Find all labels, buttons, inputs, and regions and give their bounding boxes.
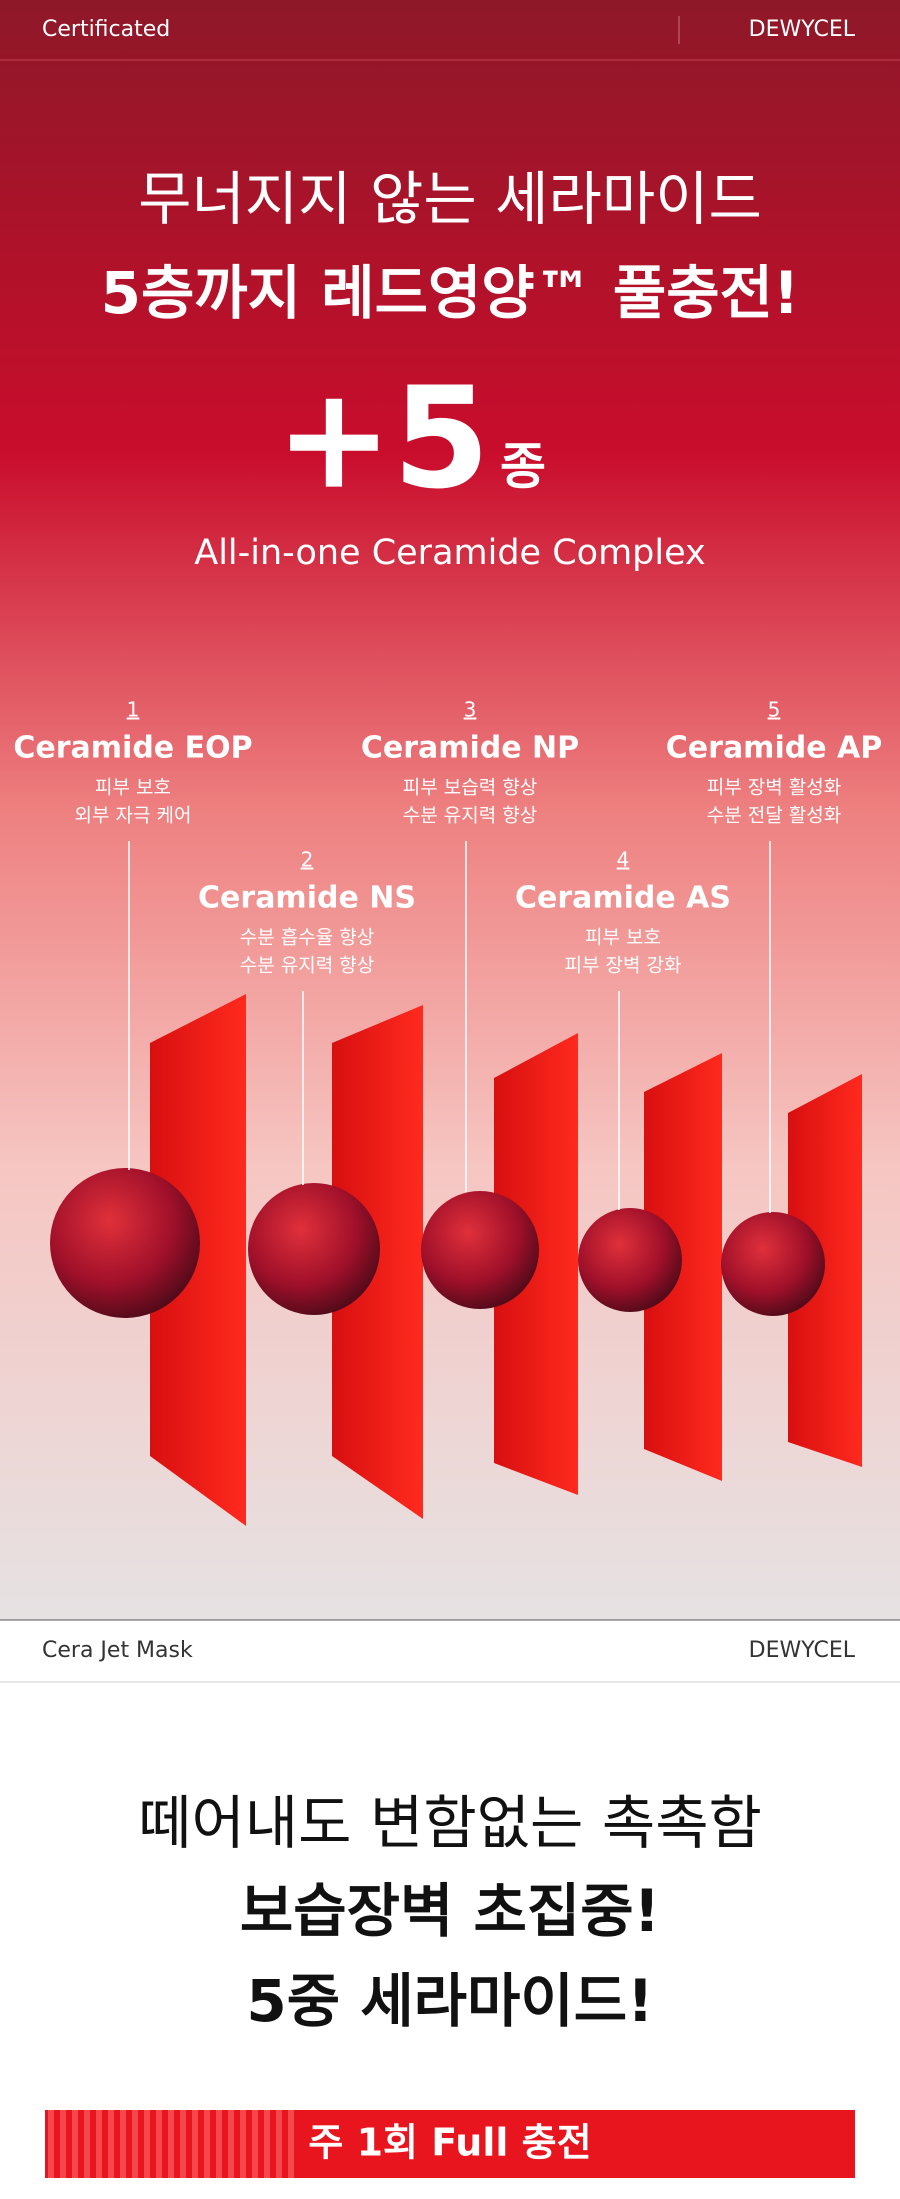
- ceramide-desc: 외부 자극 케어: [75, 805, 192, 827]
- ceramide-number: 3: [464, 698, 477, 722]
- ceramide-number: 5: [768, 698, 781, 722]
- ceramide-desc: 수분 유지력 향상: [240, 955, 374, 977]
- banner-text: 주 1회 Full 충전: [308, 2121, 591, 2165]
- ceramide-name: Ceramide NS: [198, 881, 416, 916]
- ceramide-desc: 수분 전달 활성화: [707, 805, 841, 827]
- ceramide-name: Ceramide EOP: [13, 731, 252, 766]
- header-right: DEWYCEL: [749, 17, 856, 42]
- subtitle: All-in-one Ceramide Complex: [194, 533, 705, 573]
- ceramide-desc: 피부 보호: [95, 777, 171, 799]
- ceramide-desc: 피부 보호: [585, 927, 661, 949]
- section2-header-right: DEWYCEL: [749, 1638, 856, 1663]
- hero-title: 5층까지 레드영양™ 풀충전!: [101, 259, 800, 327]
- hero-title: 무너지지 않는 세라마이드: [138, 165, 762, 233]
- ceramide-name: Ceramide AS: [515, 881, 731, 916]
- illustration: [50, 994, 862, 1526]
- header-left: Certificated: [42, 17, 170, 42]
- section2-bg: [0, 1620, 900, 2195]
- big-suffix: 종: [500, 438, 546, 496]
- ceramide-number: 1: [127, 698, 140, 722]
- ceramide-desc: 피부 장벽 활성화: [707, 777, 841, 799]
- ceramide-desc: 수분 흡수율 향상: [240, 927, 374, 949]
- ceramide-desc: 피부 장벽 강화: [565, 955, 682, 977]
- section2-header-left: Cera Jet Mask: [42, 1638, 193, 1663]
- headline: 5중 세라마이드!: [246, 1967, 653, 2035]
- ceramide-number: 4: [617, 848, 630, 872]
- ceramide-name: Ceramide NP: [361, 731, 579, 766]
- banner-stripes: [45, 2110, 295, 2178]
- ceramide-desc: 피부 보습력 향상: [403, 777, 537, 799]
- big-number: +5: [275, 358, 490, 521]
- ceramide-name: Ceramide AP: [666, 731, 882, 766]
- ceramide-desc: 수분 유지력 향상: [403, 805, 537, 827]
- headline: 떼어내도 변함없는 촉촉함: [138, 1789, 762, 1857]
- headline: 보습장벽 초집중!: [240, 1877, 660, 1945]
- ceramide-number: 2: [301, 848, 314, 872]
